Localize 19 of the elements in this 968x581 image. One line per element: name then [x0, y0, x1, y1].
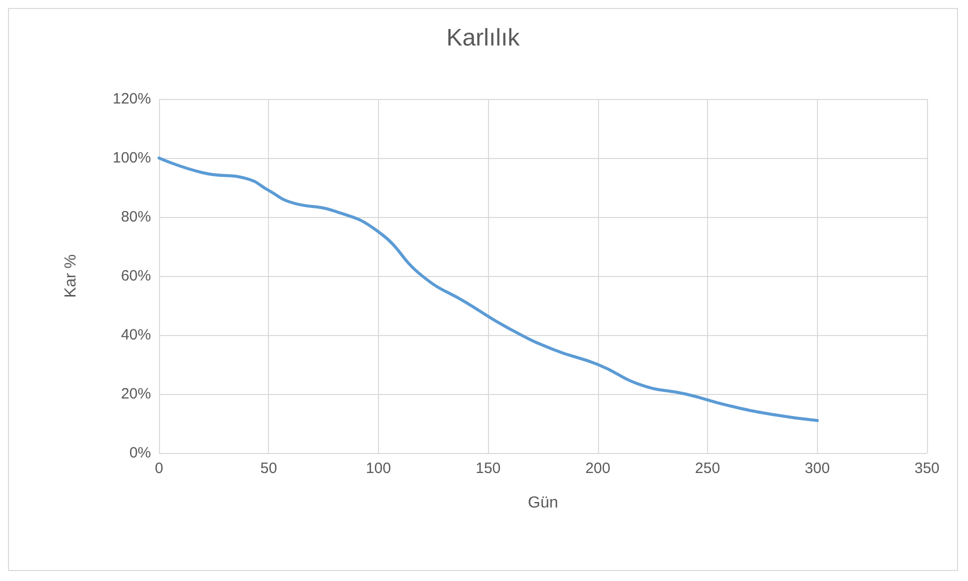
x-tick-label: 350: [914, 460, 940, 477]
chart-title: Karlılık: [446, 24, 521, 52]
y-axis-title: Kar %: [62, 254, 80, 298]
x-tick-label: 100: [366, 460, 391, 477]
y-tick-label: 20%: [120, 386, 151, 402]
y-tick-label: 120%: [112, 90, 151, 108]
x-tick-label: 200: [585, 460, 610, 477]
x-tick-label: 300: [804, 460, 830, 477]
y-tick-label: 80%: [120, 208, 151, 226]
x-tick-label: 150: [476, 460, 501, 477]
x-axis-title: Gün: [528, 494, 558, 512]
x-tick-label: 250: [695, 460, 720, 477]
x-tick-label: 50: [260, 460, 278, 477]
y-tick-label: 0%: [129, 444, 151, 462]
line-series: [158, 156, 819, 422]
y-tick-label: 40%: [120, 326, 151, 344]
x-tick-label: 0: [154, 460, 164, 477]
y-tick-label: 60%: [120, 268, 151, 284]
y-tick-label: 100%: [112, 150, 151, 166]
